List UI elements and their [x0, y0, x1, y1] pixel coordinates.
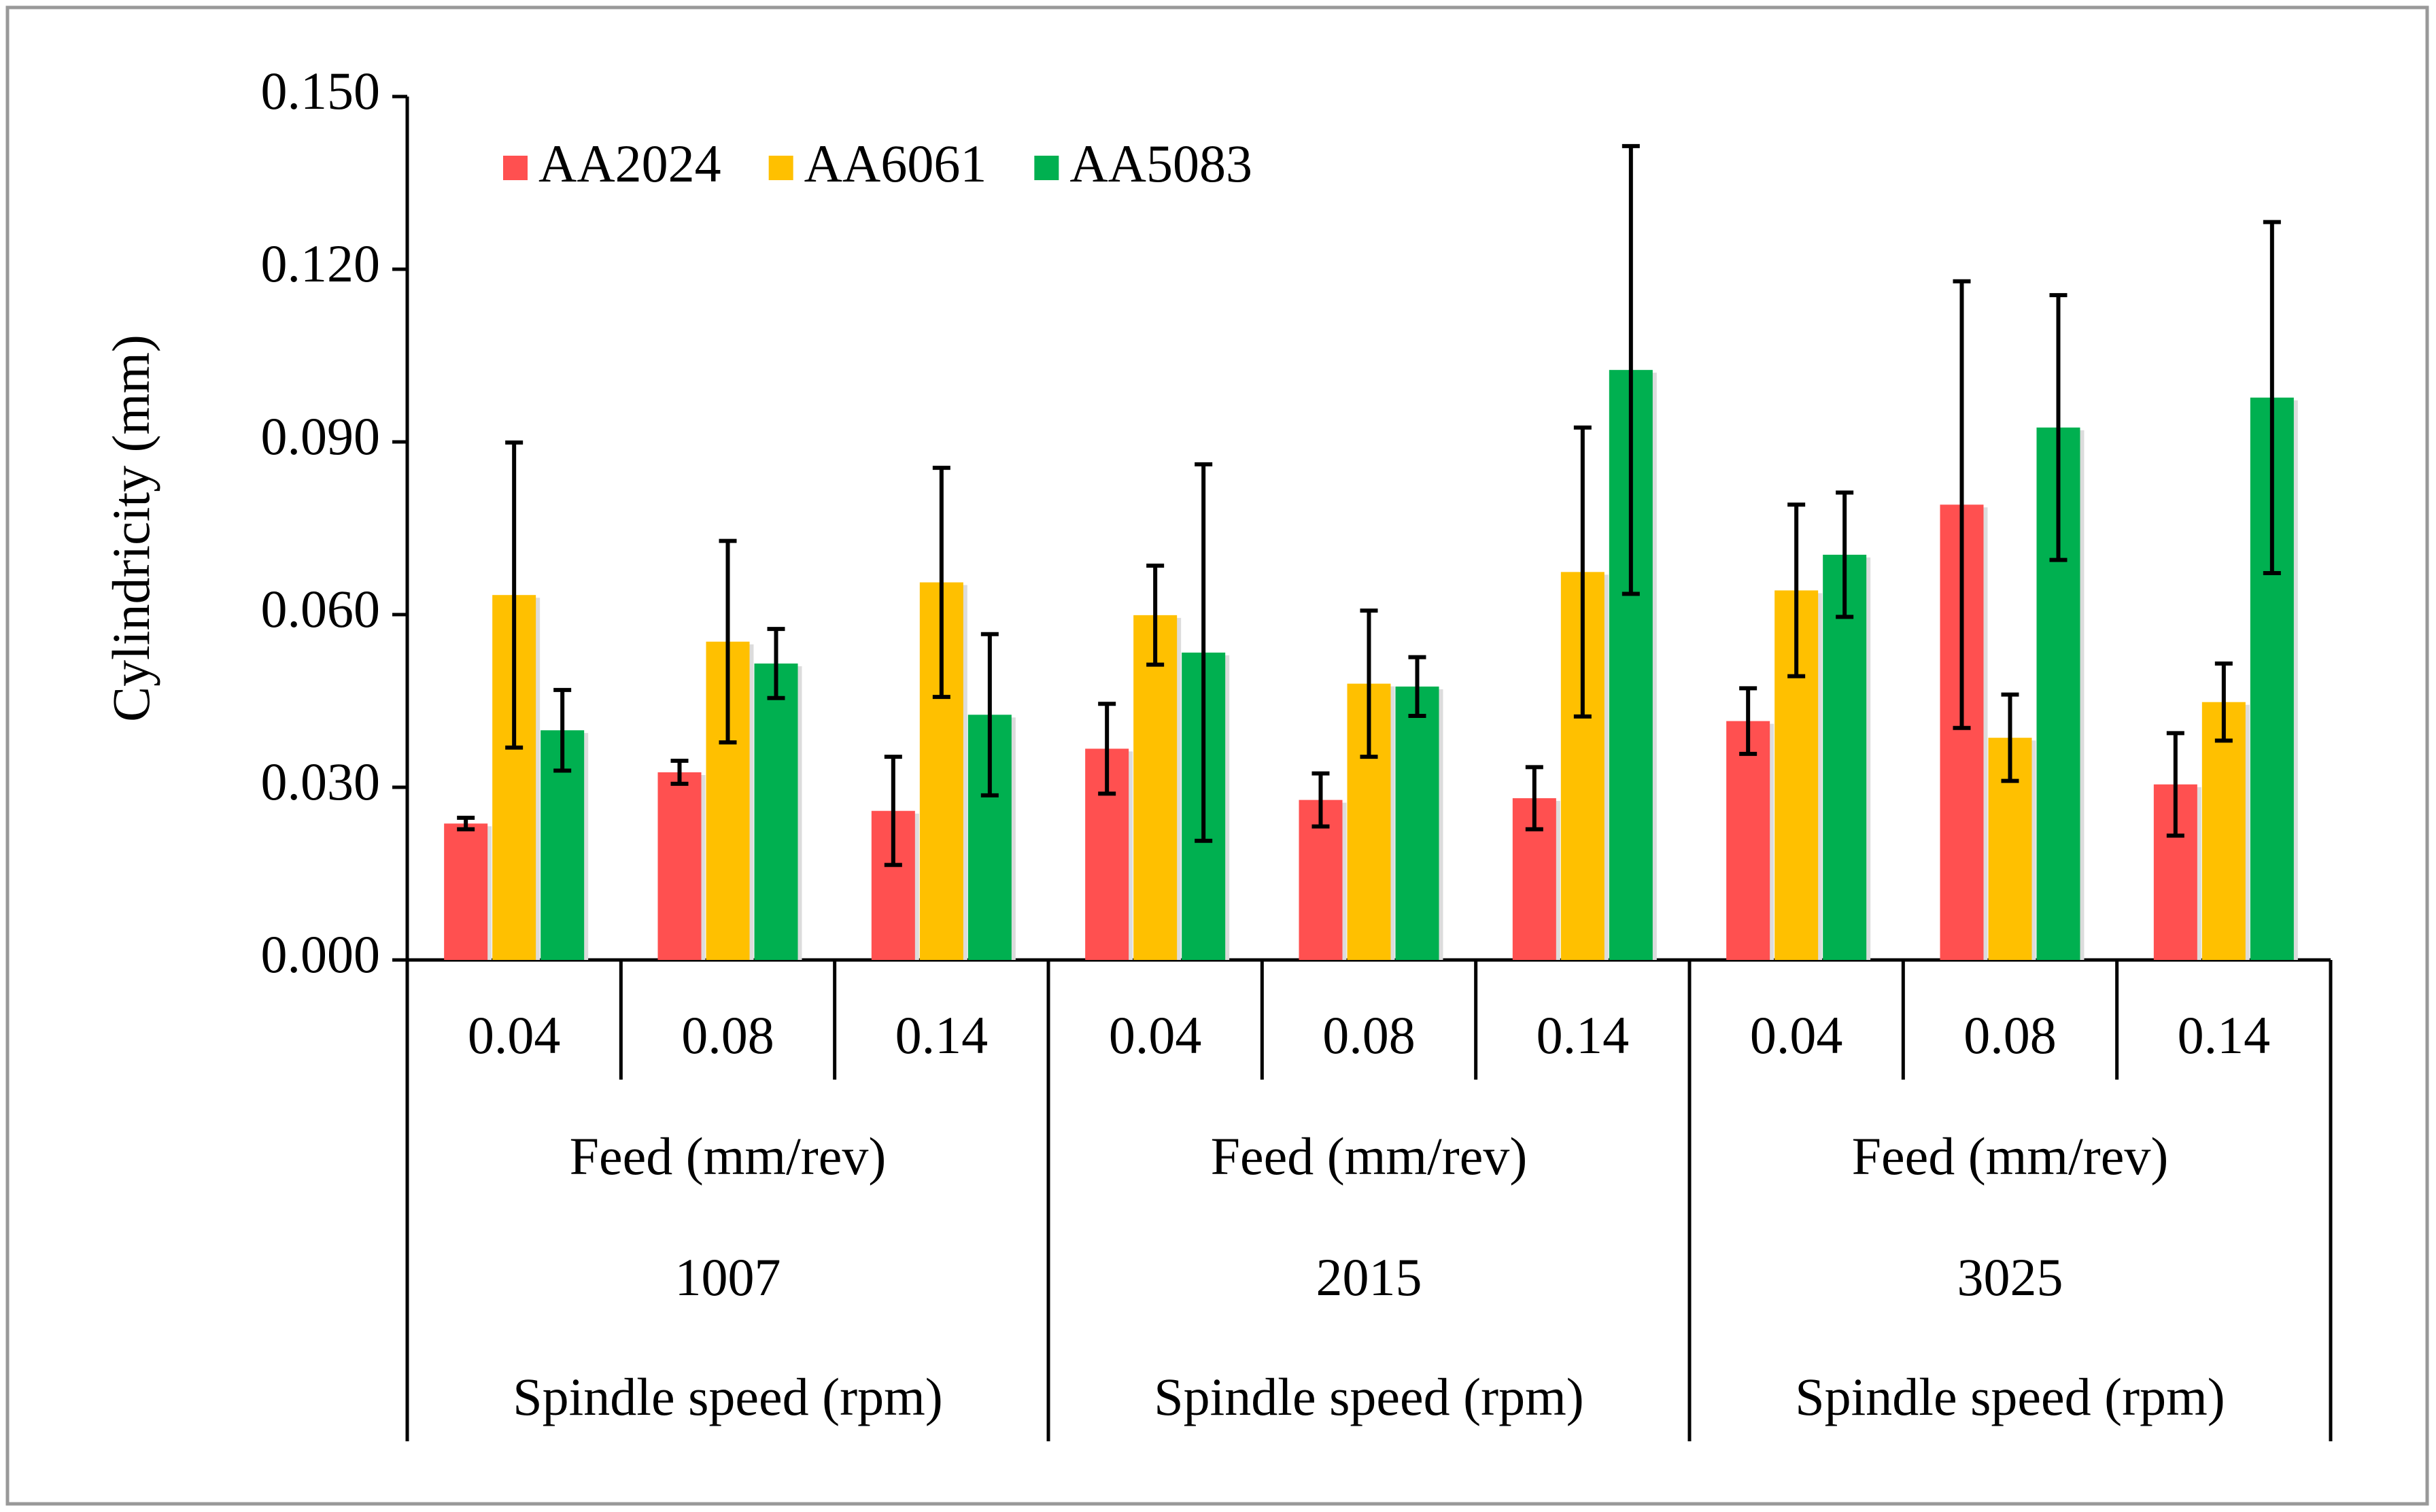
- legend-swatch: [768, 156, 793, 180]
- legend-swatch: [1034, 156, 1059, 180]
- error-bar: [1953, 279, 1971, 730]
- x-tick-label: 0.14: [1537, 1006, 1630, 1065]
- error-bar: [884, 755, 902, 867]
- error-bar: [1622, 143, 1640, 596]
- error-bar: [2214, 661, 2233, 743]
- x-tick-label: 0.04: [1750, 1006, 1843, 1065]
- error-bar: [2263, 220, 2281, 576]
- bar: [2201, 702, 2246, 960]
- error-bar: [670, 759, 689, 786]
- group-title: Spindle speed (rpm): [1795, 1367, 2225, 1426]
- error-bar: [1525, 765, 1543, 831]
- y-tick-label: 0.000: [261, 925, 381, 984]
- error-bar: [505, 440, 524, 750]
- x-tick-label: 0.04: [1109, 1006, 1202, 1065]
- error-bar: [2049, 293, 2068, 562]
- x-sublabel: Feed (mm/rev): [570, 1127, 887, 1186]
- legend-label: AA6061: [804, 134, 987, 193]
- group-label: 1007: [675, 1248, 781, 1307]
- error-bar: [767, 627, 785, 700]
- error-bar: [1836, 490, 1854, 619]
- y-tick-label: 0.030: [261, 752, 381, 811]
- error-bar: [553, 687, 572, 773]
- bar: [1133, 615, 1178, 960]
- error-bar: [1146, 564, 1165, 667]
- bar: [1395, 686, 1439, 960]
- error-bar: [457, 815, 475, 831]
- error-bar: [2166, 731, 2184, 838]
- legend-label: AA5083: [1069, 134, 1252, 193]
- x-tick-label: 0.08: [681, 1006, 774, 1065]
- error-bar: [1360, 608, 1378, 759]
- bar: [754, 663, 798, 960]
- x-tick-label: 0.08: [1963, 1006, 2057, 1065]
- y-tick-label: 0.060: [261, 579, 381, 638]
- error-bar: [1311, 771, 1330, 829]
- error-bar: [1739, 686, 1757, 756]
- x-tick-label: 0.04: [468, 1006, 561, 1065]
- y-tick-label: 0.090: [261, 407, 381, 466]
- error-bar: [1408, 655, 1426, 719]
- error-bar: [719, 538, 737, 744]
- bar: [1726, 721, 1770, 960]
- error-bar: [1573, 425, 1592, 719]
- group-title: Spindle speed (rpm): [513, 1367, 943, 1426]
- error-bar: [932, 466, 950, 700]
- x-tick-label: 0.08: [1322, 1006, 1416, 1065]
- bar: [444, 823, 488, 960]
- group-label: 2015: [1316, 1248, 1422, 1307]
- error-bar: [1787, 502, 1806, 678]
- bar: [657, 772, 702, 960]
- x-sublabel: Feed (mm/rev): [1211, 1127, 1528, 1186]
- legend-swatch: [503, 156, 528, 180]
- legend-label: AA2024: [538, 134, 721, 193]
- error-bar: [1195, 462, 1213, 843]
- group-title: Spindle speed (rpm): [1154, 1367, 1584, 1426]
- error-bar: [980, 632, 999, 797]
- x-tick-label: 0.14: [895, 1006, 989, 1065]
- x-sublabel: Feed (mm/rev): [1852, 1127, 2169, 1186]
- y-tick-label: 0.120: [261, 234, 381, 293]
- error-bar: [2001, 692, 2019, 783]
- group-label: 3025: [1957, 1248, 2063, 1307]
- bar: [1823, 554, 1867, 960]
- x-tick-label: 0.14: [2178, 1006, 2271, 1065]
- y-axis-label: Cylindricity (mm): [101, 334, 160, 722]
- y-tick-label: 0.150: [261, 61, 381, 120]
- error-bar: [1098, 702, 1116, 796]
